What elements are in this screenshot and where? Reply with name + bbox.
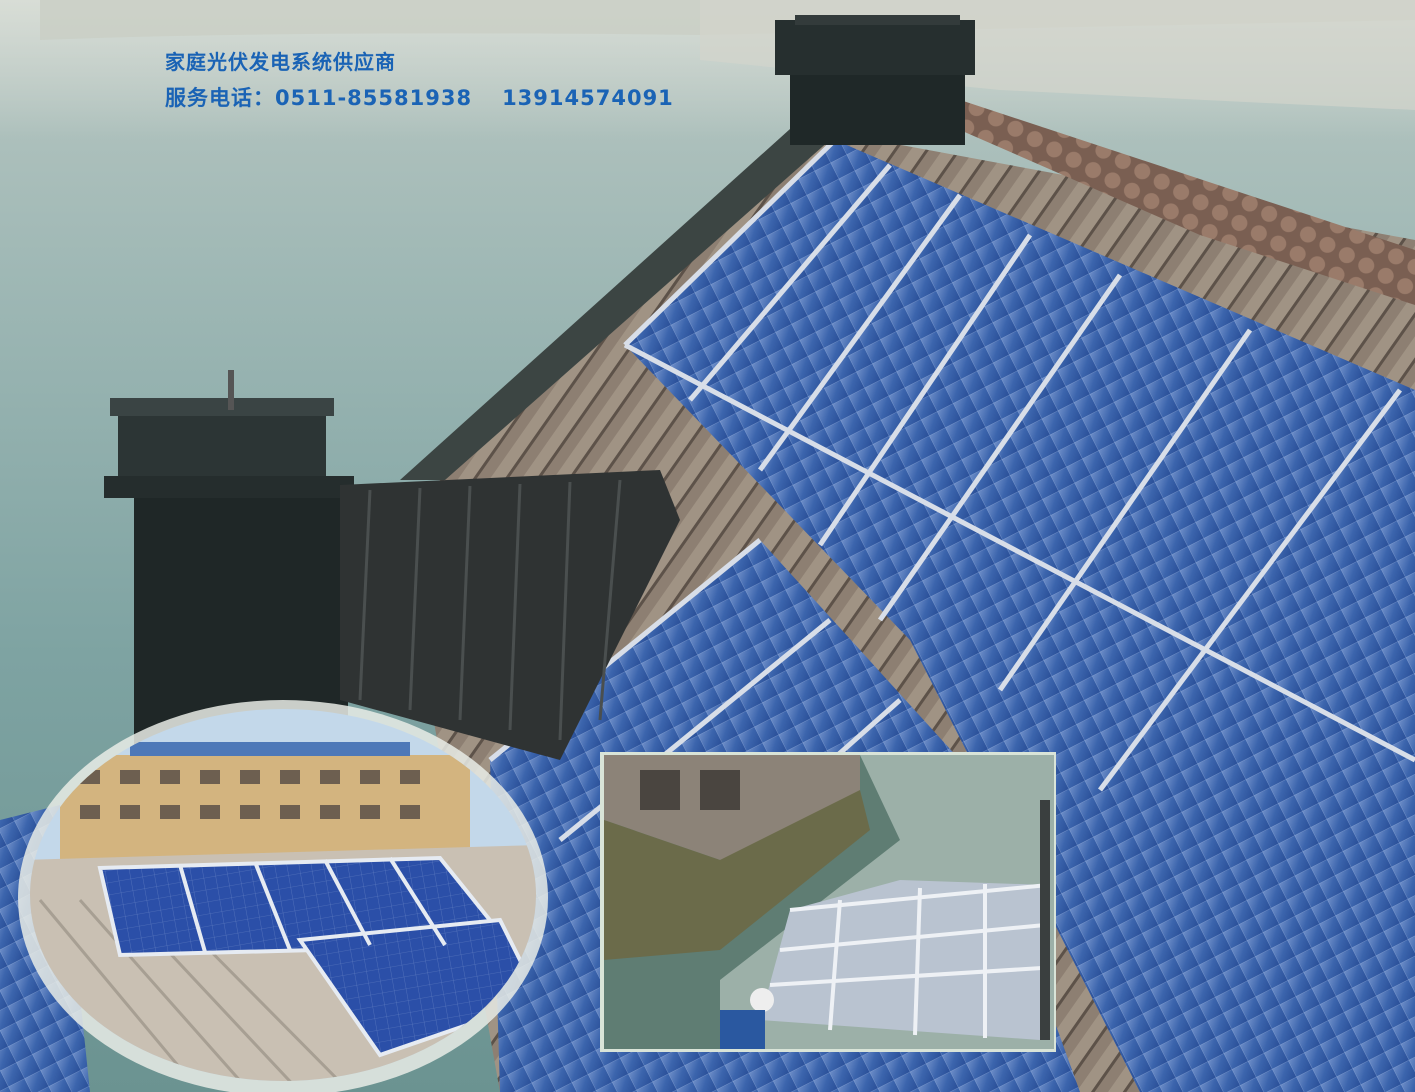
phone-number-2: 13914574091 bbox=[502, 86, 674, 110]
roof-ridge bbox=[880, 90, 1415, 305]
inset-rect-photo bbox=[600, 752, 1056, 1052]
phone-label: 服务电话： bbox=[165, 86, 275, 110]
phone-number-1: 0511-85581938 bbox=[275, 86, 473, 110]
dark-roof-section bbox=[340, 470, 680, 760]
company-tagline: 家庭光伏发电系统供应商 bbox=[165, 50, 396, 74]
roof-edge bbox=[400, 120, 830, 480]
inset-circle-photo bbox=[18, 700, 548, 1092]
header-text: 家庭光伏发电系统供应商 服务电话：0511-85581938 1391457409… bbox=[165, 48, 674, 112]
service-phone: 服务电话：0511-85581938 13914574091 bbox=[165, 84, 674, 112]
chimney-top bbox=[775, 15, 975, 145]
